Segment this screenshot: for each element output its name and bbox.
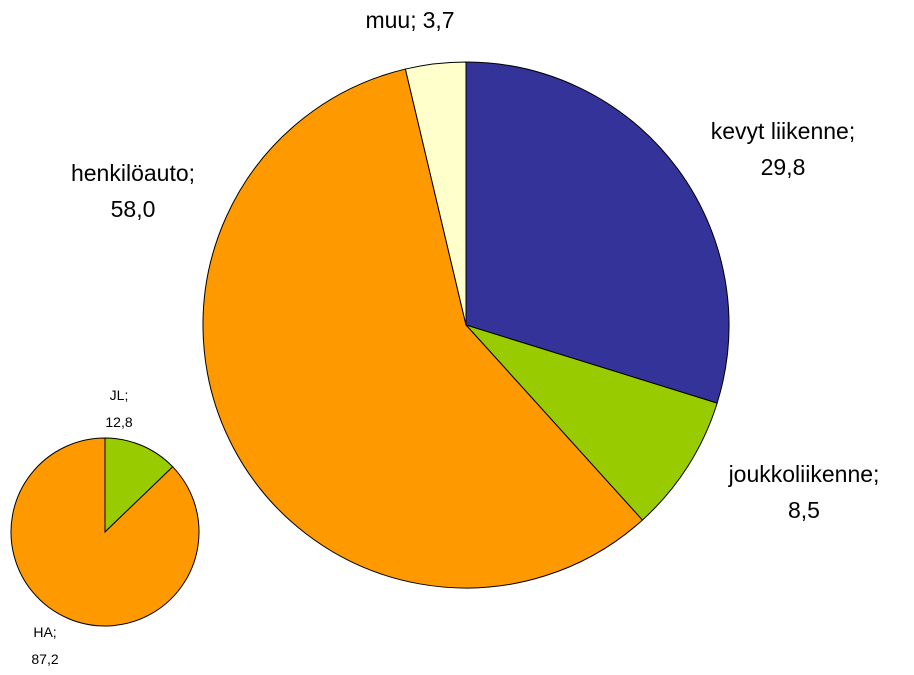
pie-slice <box>202 68 644 589</box>
value-label: 8,5 <box>788 497 820 523</box>
category-name: henkilöauto <box>71 160 189 186</box>
category-name: HA <box>33 624 53 640</box>
pie-slice <box>10 437 200 627</box>
value-label: 87,2 <box>31 651 58 667</box>
separator: ; <box>189 160 195 186</box>
separator: ; <box>410 7 416 33</box>
slice-label: joukkoliikenne; 8,5 <box>728 461 880 523</box>
separator: ; <box>873 461 879 487</box>
value-label: 12,8 <box>105 414 132 430</box>
pie-slice <box>464 323 718 521</box>
value-label: 3,7 <box>423 7 455 33</box>
slice-label: JL; 12,8 <box>105 387 132 430</box>
pie-slice <box>404 61 467 326</box>
category-name: JL <box>110 387 125 403</box>
category-name: muu <box>365 7 410 33</box>
value-label: 58,0 <box>111 196 156 222</box>
pie-slice <box>104 437 174 534</box>
value-label: 29,8 <box>761 154 806 180</box>
separator: ; <box>53 624 57 640</box>
slice-label: henkilöauto; 58,0 <box>71 160 195 222</box>
slice-label: kevyt liikenne; 29,8 <box>711 118 855 180</box>
pie-slice <box>465 61 730 404</box>
slice-label: HA; 87,2 <box>31 624 58 667</box>
slice-label: muu; 3,7 <box>365 7 454 33</box>
separator: ; <box>849 118 855 144</box>
category-name: kevyt liikenne <box>711 118 849 144</box>
category-name: joukkoliikenne <box>728 461 873 487</box>
separator: ; <box>124 387 128 403</box>
